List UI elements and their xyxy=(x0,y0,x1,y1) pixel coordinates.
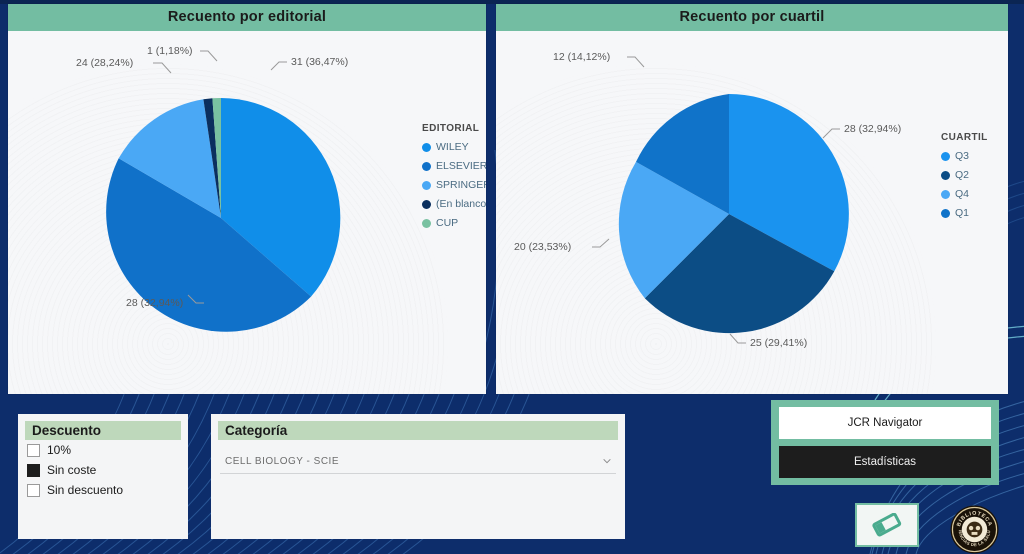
slicer-title-categoria: Categoría xyxy=(218,421,618,440)
legend-swatch-wiley xyxy=(422,142,431,152)
legend-title-editorial: EDITORIAL xyxy=(422,123,480,134)
pie-label-elsevier: 28 (32,94%) xyxy=(126,297,184,309)
eraser-icon[interactable] xyxy=(870,513,904,537)
legend-swatch-elsevier xyxy=(422,161,431,171)
legend-swatch-enblanco xyxy=(422,199,431,209)
legend-swatch-q1 xyxy=(941,208,950,218)
legend-item-wiley[interactable]: WILEY xyxy=(422,141,486,153)
slicer-categoria: Categoría CELL BIOLOGY - SCIE xyxy=(211,414,625,539)
chart-body-cuartil: 12 (14,12%) 28 (32,94%) 20 (23,53%) 25 (… xyxy=(496,31,1008,394)
legend-title-cuartil: CUARTIL xyxy=(941,132,988,143)
legend-editorial: EDITORIAL WILEY ELSEVIER SPRINGER (En bl… xyxy=(422,123,486,236)
legend-item-enblanco[interactable]: (En blanco) xyxy=(422,198,486,210)
legend-label-q2: Q2 xyxy=(955,169,970,181)
legend-label-springer: SPRINGER xyxy=(436,179,486,191)
legend-swatch-cup xyxy=(422,218,431,228)
clear-filters-button[interactable] xyxy=(855,503,919,547)
pie-label-q1: 12 (14,12%) xyxy=(553,51,611,63)
chart-title-cuartil: Recuento por cuartil xyxy=(496,4,1008,31)
categoria-dropdown[interactable]: CELL BIOLOGY - SCIE xyxy=(220,449,616,474)
legend-swatch-q3 xyxy=(941,151,950,161)
slicer-option-label: Sin descuento xyxy=(47,483,124,497)
legend-swatch-q2 xyxy=(941,170,950,180)
leader-lines-editorial xyxy=(153,50,287,304)
legend-label-q3: Q3 xyxy=(955,150,970,162)
categoria-selected-value: CELL BIOLOGY - SCIE xyxy=(225,455,339,467)
legend-item-cup[interactable]: CUP xyxy=(422,217,486,229)
legend-label-q1: Q1 xyxy=(955,207,970,219)
slicer-title-descuento: Descuento xyxy=(25,421,181,440)
legend-label-q4: Q4 xyxy=(955,188,970,200)
pie-chart-cuartil[interactable] xyxy=(604,89,854,339)
legend-item-elsevier[interactable]: ELSEVIER xyxy=(422,160,486,172)
slicer-option-label: 10% xyxy=(47,443,72,457)
slicer-option-sin-coste[interactable]: Sin coste xyxy=(18,460,188,480)
slicer-option-sin-descuento[interactable]: Sin descuento xyxy=(18,480,188,500)
slicer-descuento: Descuento 10% Sin coste Sin descuento xyxy=(18,414,188,539)
legend-item-q4[interactable]: Q4 xyxy=(941,188,988,200)
biblioteca-logo: BIBLIOTECA CIENCIAS DE LA SALUD xyxy=(950,505,999,554)
pie-label-q3: 28 (32,94%) xyxy=(844,123,902,135)
slicer-option-label: Sin coste xyxy=(47,463,97,477)
action-button-group: JCR Navigator Estadísticas xyxy=(771,400,999,485)
legend-swatch-q4 xyxy=(941,189,950,199)
pie-label-wiley: 31 (36,47%) xyxy=(291,56,349,68)
legend-label-cup: CUP xyxy=(436,217,459,229)
estadisticas-button[interactable]: Estadísticas xyxy=(779,446,991,478)
pie-chart-editorial[interactable] xyxy=(96,93,346,343)
checkbox-icon[interactable] xyxy=(27,443,40,457)
pie-label-springer: 24 (28,24%) xyxy=(76,57,134,69)
legend-swatch-springer xyxy=(422,180,431,190)
pie-label-enblanco: 1 (1,18%) xyxy=(147,45,193,57)
legend-label-wiley: WILEY xyxy=(436,141,469,153)
legend-item-springer[interactable]: SPRINGER xyxy=(422,179,486,191)
checkbox-icon-checked[interactable] xyxy=(27,463,40,477)
chart-panel-cuartil: Recuento por cuartil 12 (14,12%) 28 (32,… xyxy=(496,4,1008,394)
legend-item-q1[interactable]: Q1 xyxy=(941,207,988,219)
legend-item-q3[interactable]: Q3 xyxy=(941,150,988,162)
pie-label-q2: 25 (29,41%) xyxy=(750,337,808,349)
leader-lines-cuartil xyxy=(592,56,840,344)
legend-label-elsevier: ELSEVIER xyxy=(436,160,486,172)
legend-item-q2[interactable]: Q2 xyxy=(941,169,988,181)
jcr-navigator-button[interactable]: JCR Navigator xyxy=(779,407,991,439)
chart-panel-editorial: Recuento por editorial 31 (36,47%) 24 (2… xyxy=(8,4,486,394)
chevron-down-icon[interactable] xyxy=(602,456,612,466)
pie-label-q4: 20 (23,53%) xyxy=(514,241,572,253)
chart-title-editorial: Recuento por editorial xyxy=(8,4,486,31)
slicer-option-10-percent[interactable]: 10% xyxy=(18,440,188,460)
chart-body-editorial: 31 (36,47%) 24 (28,24%) 1 (1,18%) 28 (32… xyxy=(8,31,486,394)
legend-label-enblanco: (En blanco) xyxy=(436,198,486,210)
legend-cuartil: CUARTIL Q3 Q2 Q4 Q1 xyxy=(941,132,988,226)
checkbox-icon[interactable] xyxy=(27,483,40,497)
